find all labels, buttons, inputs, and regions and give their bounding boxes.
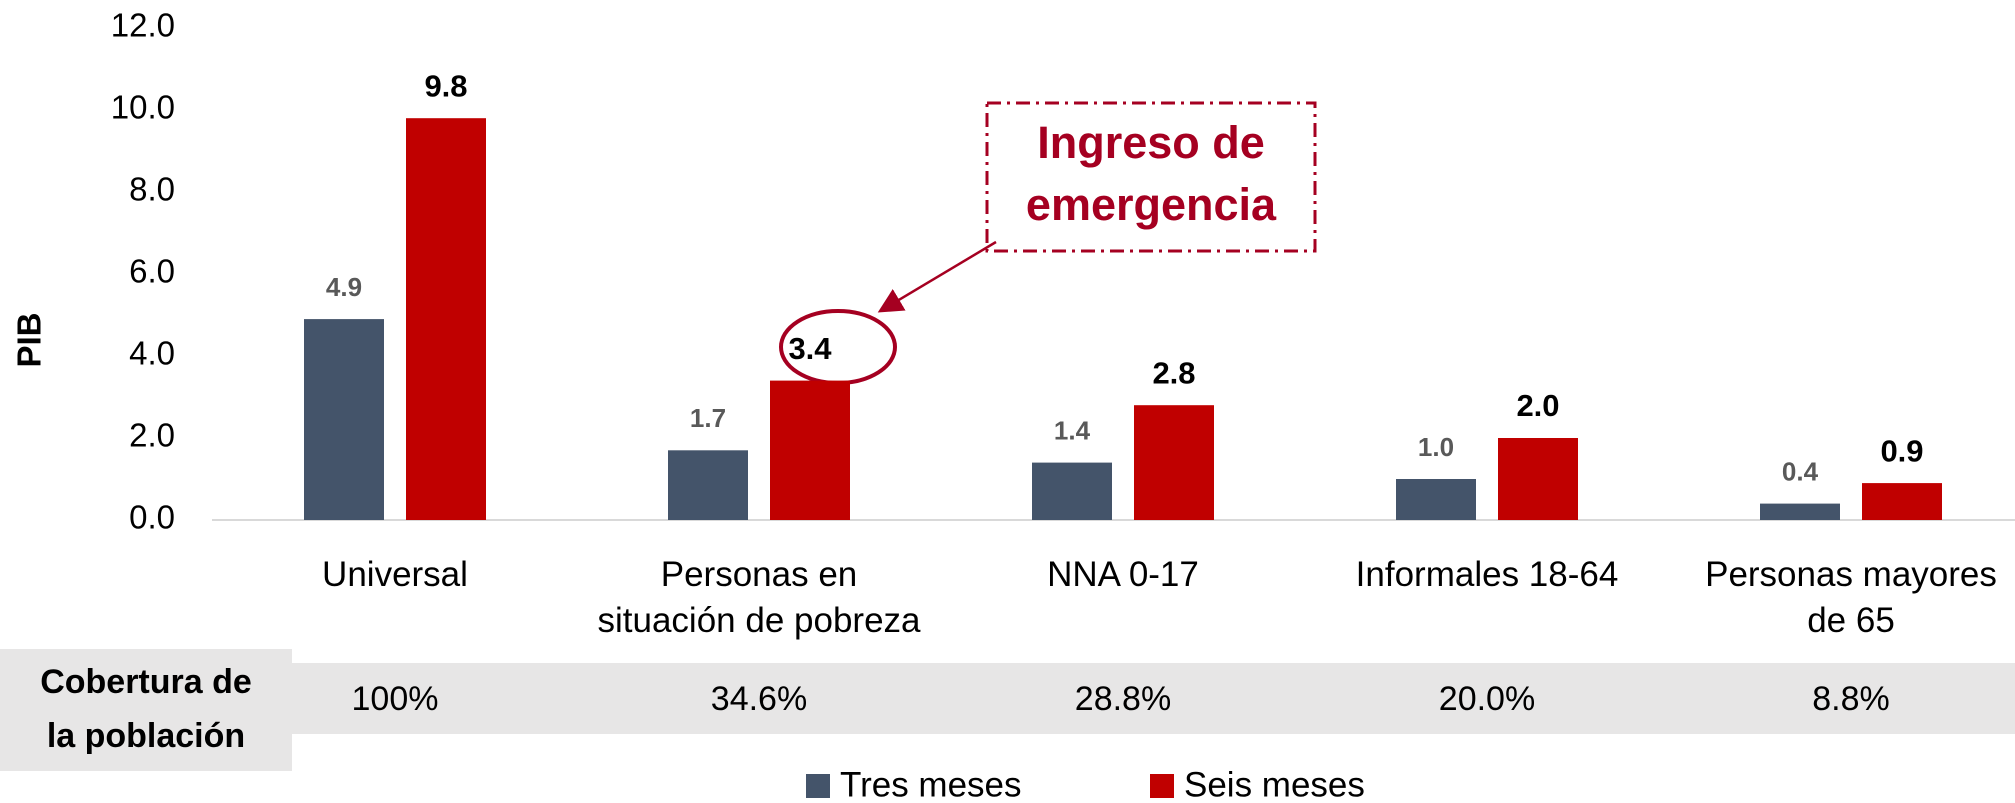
bar [1396,479,1476,520]
value-label: 3.4 [788,331,832,366]
legend-label: Tres meses [840,765,1022,803]
bar [1134,405,1214,520]
bar [304,319,384,520]
coverage-value: 8.8% [1812,680,1890,718]
x-tick-label: Informales 18-64 [1355,555,1619,594]
coverage-value: 20.0% [1438,680,1536,718]
legend-swatch [806,774,830,798]
bar [1498,438,1578,520]
value-label: 4.9 [326,272,362,302]
x-tick-label: Personas mayores de 65 [1705,555,1997,640]
value-label: 2.8 [1152,355,1195,390]
value-label: 1.0 [1418,432,1454,462]
coverage-value: 34.6% [710,680,808,718]
legend-label: Seis meses [1184,765,1365,803]
value-label: 0.9 [1880,433,1923,468]
coverage-value: 28.8% [1074,680,1172,718]
annotation-arrow [877,240,997,313]
x-tick-label: NNA 0-17 [1047,555,1199,594]
value-label: 2.0 [1516,388,1559,423]
y-axis-label: PIB [11,312,48,367]
coverage-label-bg [0,649,292,771]
value-label: 0.4 [1782,456,1819,486]
bar [1032,462,1112,520]
y-tick-label: 2.0 [129,417,175,454]
y-tick-label: 8.0 [129,171,175,208]
y-tick-label: 6.0 [129,253,175,290]
bar [668,450,748,520]
x-tick-label: Personas en situación de pobreza [597,555,921,640]
coverage-value: 100% [351,680,439,718]
value-label: 1.7 [690,403,726,433]
coverage-row-bg [292,663,2015,734]
y-tick-label: 4.0 [129,335,175,372]
bar [770,380,850,520]
bar [1862,483,1942,520]
coverage-label: Cobertura de la población [40,663,252,755]
value-label: 9.8 [424,68,467,103]
annotation: Ingreso de emergencia [1025,117,1277,230]
bar [406,118,486,520]
x-tick-label: Universal [322,555,468,594]
value-label: 1.4 [1054,415,1091,445]
annotation-box [985,101,1317,253]
y-tick-label: 12.0 [111,7,175,44]
legend-swatch [1150,774,1174,798]
y-tick-label: 0.0 [129,499,175,536]
bar [1760,503,1840,520]
y-tick-label: 10.0 [111,89,175,126]
